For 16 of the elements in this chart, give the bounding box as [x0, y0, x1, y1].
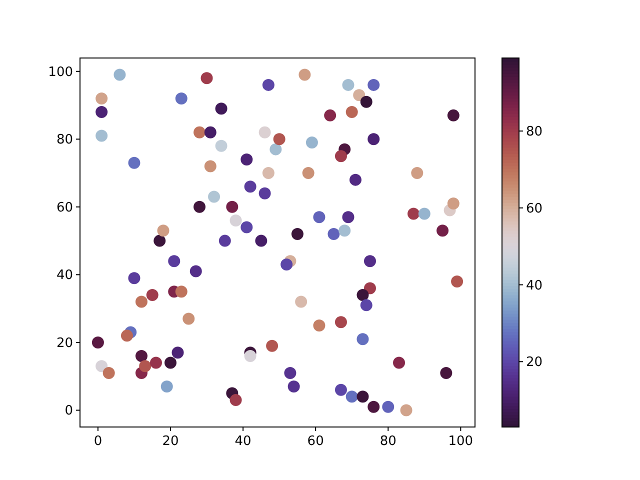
x-tick-label: 20 [162, 434, 179, 449]
color-bar-label: 20 [526, 355, 543, 370]
x-tick-label: 60 [307, 434, 324, 449]
x-tick-label: 0 [94, 434, 102, 449]
y-tick-label: 60 [56, 200, 73, 216]
x-tick-label: 80 [380, 434, 396, 449]
x-tick-label: 100 [448, 434, 474, 449]
y-tick-label: 0 [64, 404, 73, 419]
x-tick-label: 40 [234, 434, 252, 449]
y-tick-label: 80 [56, 132, 73, 148]
color-bar-label: 40 [526, 278, 543, 294]
y-tick-label: 100 [48, 64, 73, 80]
color-bar-label: 80 [526, 124, 543, 140]
y-tick-label: 40 [56, 268, 73, 284]
y-tick-label: 20 [56, 336, 73, 351]
color-bar-label: 60 [526, 201, 543, 216]
